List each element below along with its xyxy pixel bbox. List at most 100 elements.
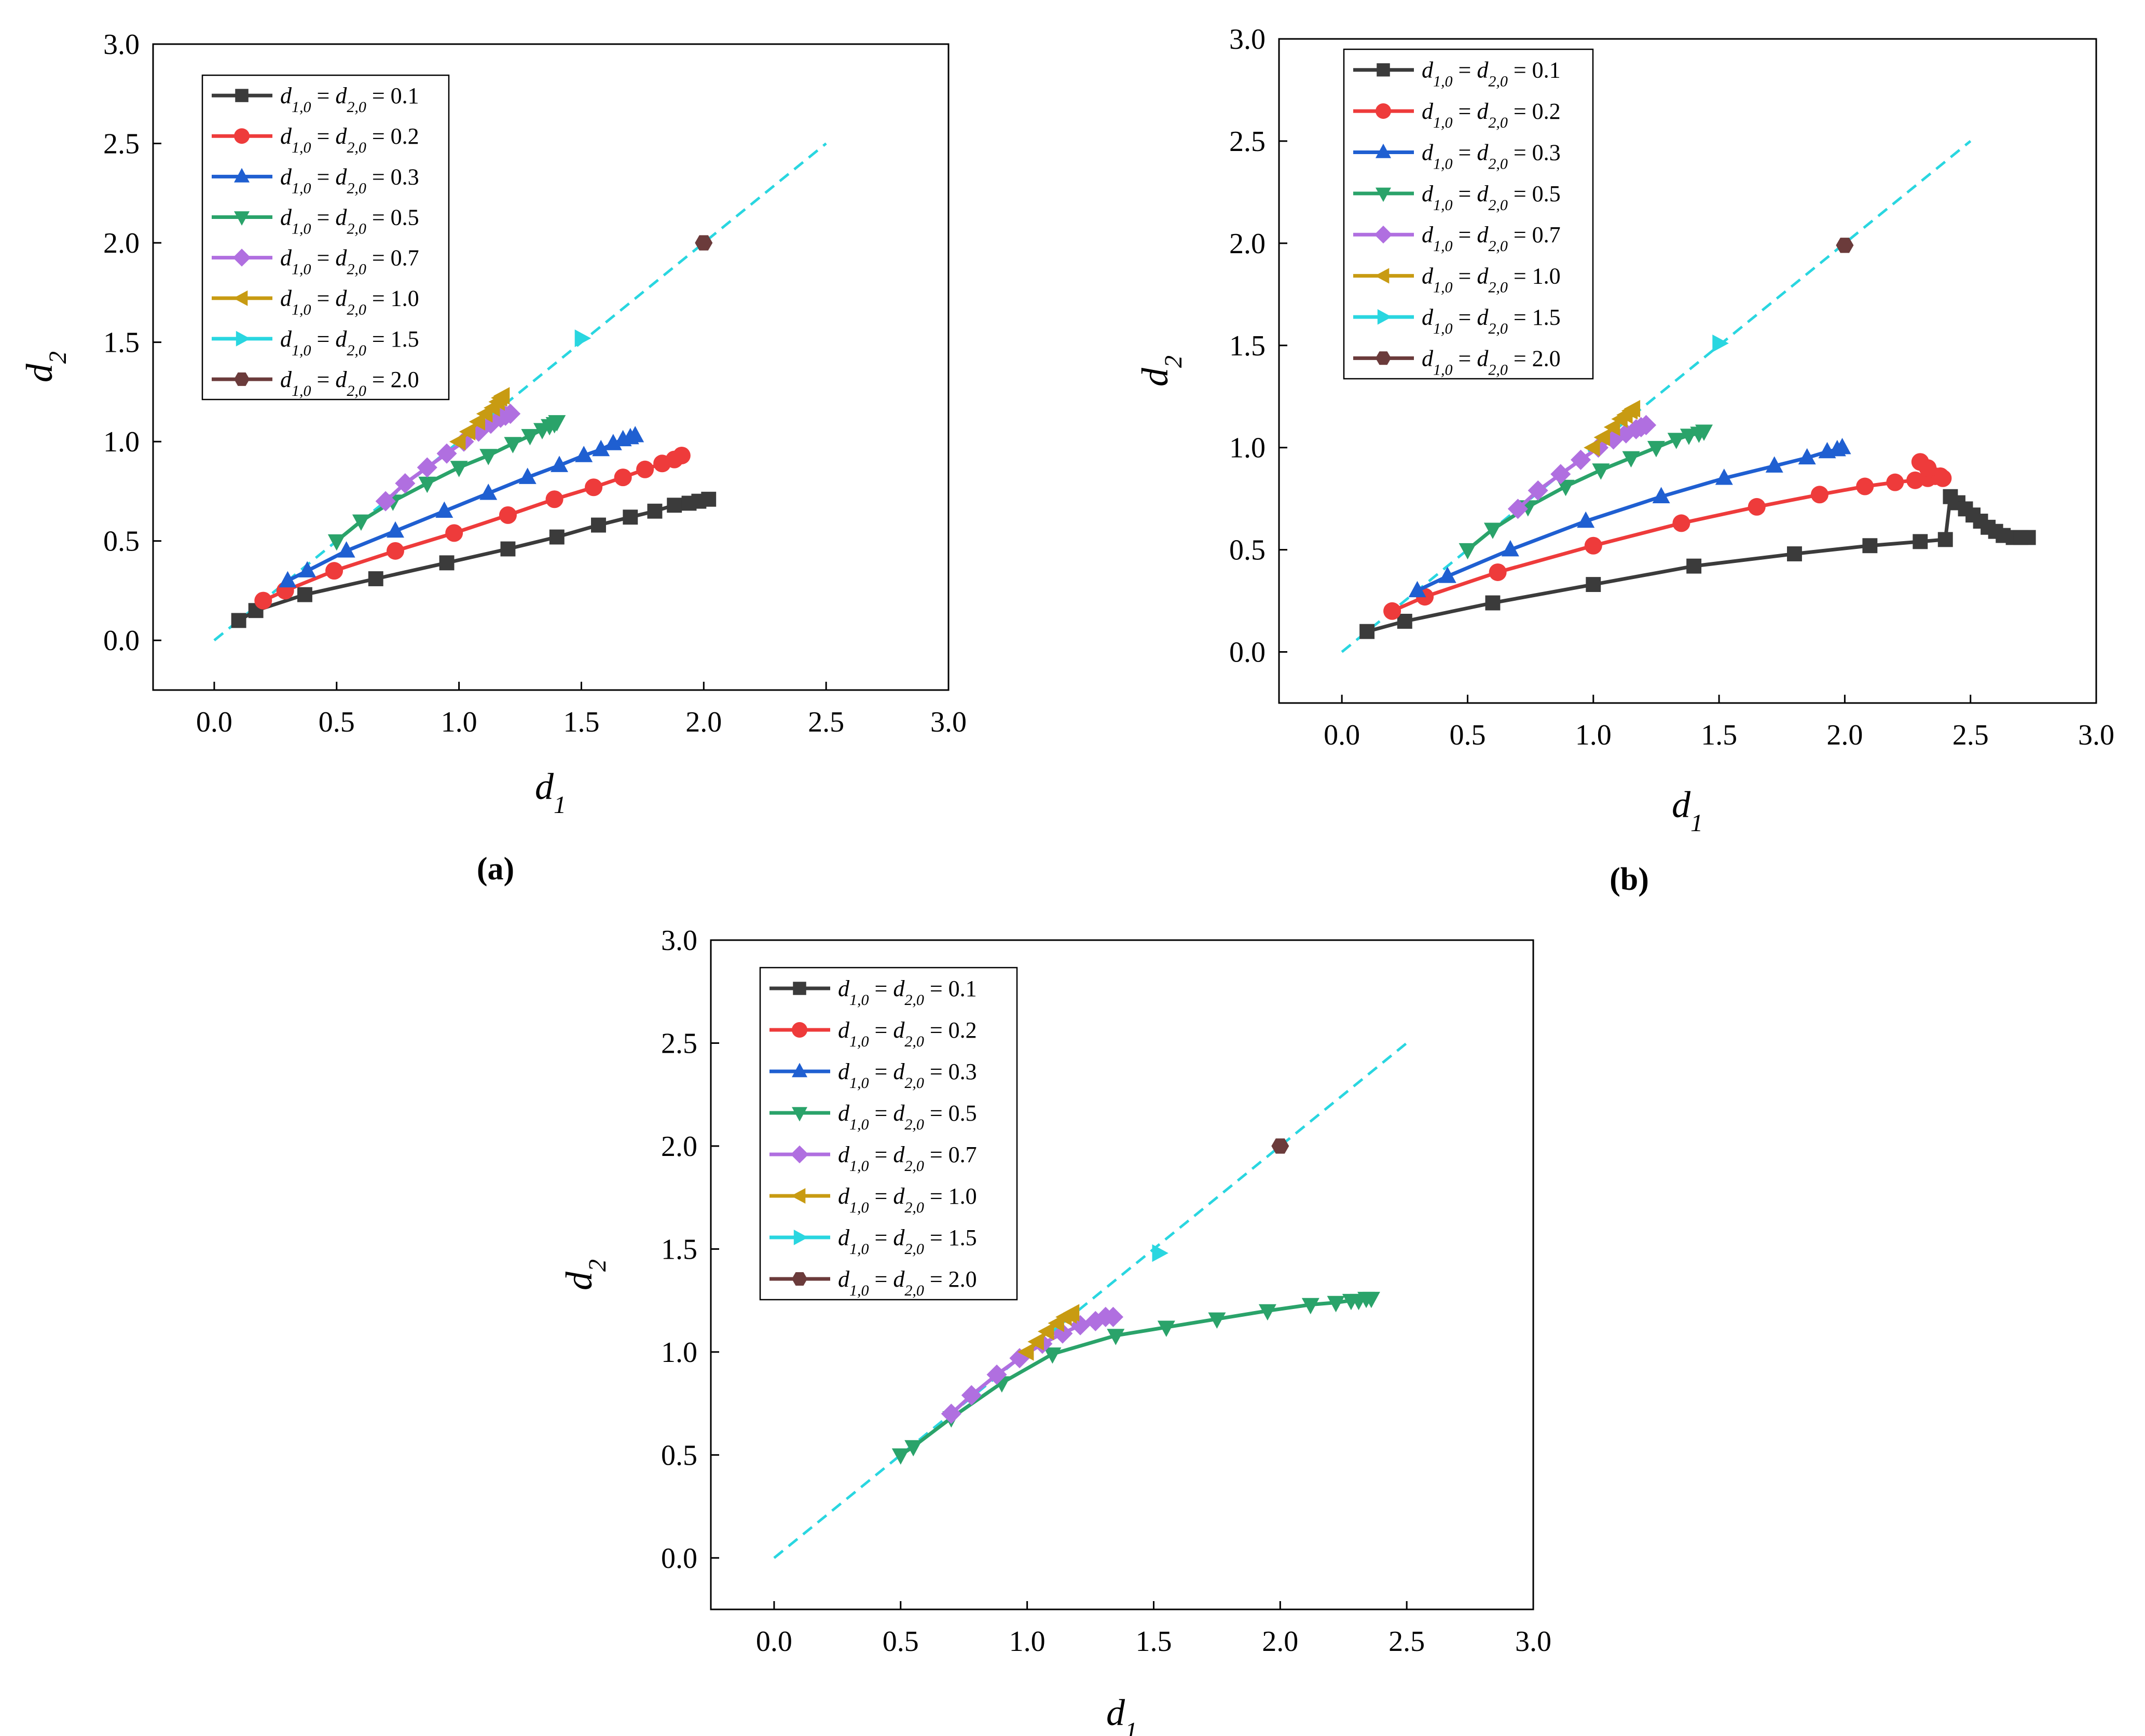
panel-c-legend-label: d1,0 = d2,0 = 0.3 [838, 1059, 977, 1092]
panel-a-data-point [325, 562, 343, 580]
panel-c-legend-marker [792, 1022, 807, 1038]
panel-c-data-point [1271, 1138, 1289, 1154]
panel-a-series-0_2 [254, 446, 691, 610]
panel-b-y-tick-label: 0.5 [1229, 534, 1266, 567]
panel-b-data-point [1624, 399, 1641, 418]
panel-a-data-point [386, 542, 404, 560]
panel-a-legend-label: d1,0 = d2,0 = 0.3 [280, 164, 419, 197]
panel-a-x-tick-label: 1.0 [441, 706, 477, 738]
panel-a-data-point [436, 443, 457, 464]
panel-c-legend-marker [793, 1230, 808, 1245]
panel-a-axes: 0.0 0.5 1.0 1.5 2.0 2.5 3.0 0.0 0.5 1.0 1.5 2.0 2.5 3… [103, 29, 967, 738]
panel-b-data-point [1438, 567, 1456, 583]
panel-b-data-point [1485, 595, 1501, 611]
panel-c-legend-entry: d1,0 = d2,0 = 1.5 [769, 1225, 977, 1258]
panel-c-reference-line [773, 1042, 1408, 1559]
panel-a-x-tick-label: 1.5 [563, 706, 599, 738]
panel-b-legend-label: d1,0 = d2,0 = 2.0 [1422, 346, 1561, 378]
panel-c-legend-label: d1,0 = d2,0 = 0.5 [838, 1100, 977, 1133]
panel-a-data-point [387, 521, 404, 538]
panel-b-data-point [1501, 540, 1519, 557]
panel-a-x-tick-label: 2.0 [685, 706, 722, 738]
panel-c-data-point [1362, 1291, 1380, 1308]
panel-a-data-point [574, 329, 592, 347]
panel-a-data-point [626, 426, 644, 443]
panel-a-legend-marker [233, 290, 248, 306]
panel-c-legend-marker [792, 1272, 807, 1286]
panel-a-data-point [500, 541, 516, 557]
panel-a-y-tick-label: 2.0 [103, 227, 140, 259]
panel-a-data-point [417, 457, 437, 478]
panel-c-data-point [1107, 1329, 1125, 1345]
panel-a-series-0_1 [231, 491, 717, 628]
panel-a-x-tick-label: 2.5 [808, 706, 844, 738]
panel-c-legend: d1,0 = d2,0 = 0.1 d1,0 = d2,0 = 0.2 d1,0 =… [759, 967, 1018, 1301]
panel-a-series-1_5 [574, 329, 592, 347]
panel-c-legend-label: d1,0 = d2,0 = 1.5 [838, 1225, 977, 1258]
panel-a-data-point [449, 433, 466, 451]
panel-b-data-point [1528, 480, 1548, 501]
panel-c-y-tick-label: 2.0 [661, 1131, 697, 1163]
panel-b-data-point [1934, 469, 1952, 487]
panel-b-y-tick-label: 2.5 [1229, 126, 1266, 158]
panel-b-y-tick-label: 2.0 [1229, 228, 1266, 260]
panel-b-data-point [1856, 477, 1874, 495]
panel-a-legend-entry: d1,0 = d2,0 = 1.5 [212, 326, 419, 359]
panel-a-legend-marker [232, 249, 251, 267]
panel-b-x-tick-label: 2.0 [1826, 719, 1863, 751]
panel-a-legend-marker [234, 168, 250, 183]
panel-c-legend-entry: d1,0 = d2,0 = 2.0 [769, 1266, 977, 1299]
panel-c-legend-label: d1,0 = d2,0 = 0.1 [838, 976, 977, 1009]
panel-a-legend-marker [235, 89, 249, 102]
panel-a-data-point [327, 534, 346, 551]
panel-c-data-point [941, 1403, 961, 1424]
panel-c-legend-marker [790, 1145, 809, 1164]
panel-b-data-point [1913, 534, 1928, 549]
panel-b-data-point [1584, 438, 1600, 457]
panel-b-data-point [1652, 487, 1670, 503]
panel-c-legend-marker [792, 1063, 807, 1078]
panel-c-diagonal-line [773, 1042, 1408, 1559]
panel-b-legend-label: d1,0 = d2,0 = 1.5 [1422, 305, 1561, 337]
panel-a-x-tick-label: 0.5 [319, 706, 355, 738]
panel-c-plot-frame [710, 939, 1534, 1610]
panel-b-y-tick-label: 0.0 [1229, 637, 1266, 669]
panel-b-legend-marker [1376, 103, 1391, 119]
panel-b-legend-entry: d1,0 = d2,0 = 2.0 [1353, 346, 1561, 378]
panel-a-y-tick-label: 3.0 [103, 29, 140, 61]
panel-c-data-point [1157, 1320, 1175, 1337]
panel-c-data-point [1327, 1296, 1345, 1313]
panel-b: 0.0 0.5 1.0 1.5 2.0 2.5 3.0 0.0 0.5 1.0 1.5 2.0 2.5 3… [1134, 23, 2114, 897]
panel-b-data-point [1647, 440, 1665, 458]
panel-c-legend-label: d1,0 = d2,0 = 2.0 [838, 1266, 977, 1299]
panel-b-legend-label: d1,0 = d2,0 = 1.0 [1422, 264, 1561, 296]
panel-b-data-point [1359, 624, 1375, 639]
panel-b-data-point [1593, 429, 1610, 446]
panel-b-data-point [2020, 530, 2036, 545]
panel-a-data-point [521, 429, 539, 446]
panel-b-legend-entry: d1,0 = d2,0 = 0.5 [1353, 181, 1561, 214]
panel-a-data-point [297, 587, 312, 602]
panel-b-data-point [1667, 433, 1685, 449]
panel-b-legend-marker [1374, 268, 1390, 284]
panel-a-data-point [585, 478, 603, 497]
panel-b-data-point [1383, 602, 1401, 620]
panel-c-y-tick-label: 0.5 [661, 1439, 697, 1471]
panel-a-data-point [636, 460, 654, 478]
panel-a-data-point [254, 591, 272, 610]
panel-b-x-tick-label: 1.0 [1575, 719, 1612, 751]
panel-b-series-1_0 [1584, 399, 1641, 457]
panel-a-series-2_0 [695, 235, 713, 251]
panel-b-data-point [1550, 464, 1571, 485]
panel-b-legend-entry: d1,0 = d2,0 = 0.2 [1353, 99, 1561, 131]
panel-a-legend-entry: d1,0 = d2,0 = 0.5 [212, 204, 419, 237]
panel-a-legend-entry: d1,0 = d2,0 = 2.0 [212, 367, 419, 399]
panel-b-data-point [1459, 543, 1477, 560]
panel-b-legend-label: d1,0 = d2,0 = 0.5 [1422, 181, 1561, 214]
panel-a-y-tick-label: 0.5 [103, 526, 140, 558]
panel-c-legend-entry: d1,0 = d2,0 = 0.3 [769, 1059, 977, 1092]
panel-a-legend-marker [236, 330, 251, 347]
panel-c-legend-marker [791, 1188, 806, 1204]
panel-c-series [891, 1138, 1380, 1465]
panel-b-data-point [1836, 238, 1854, 253]
